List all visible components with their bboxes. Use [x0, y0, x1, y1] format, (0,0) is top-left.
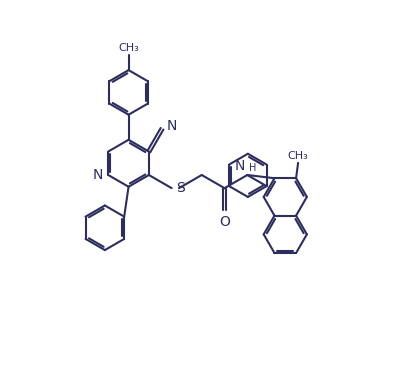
Text: O: O: [219, 215, 230, 229]
Text: N: N: [167, 119, 177, 132]
Text: N: N: [93, 168, 103, 182]
Text: N: N: [235, 159, 245, 172]
Text: CH₃: CH₃: [288, 151, 308, 161]
Text: S: S: [176, 181, 185, 195]
Text: H: H: [249, 163, 257, 172]
Text: CH₃: CH₃: [118, 43, 139, 53]
